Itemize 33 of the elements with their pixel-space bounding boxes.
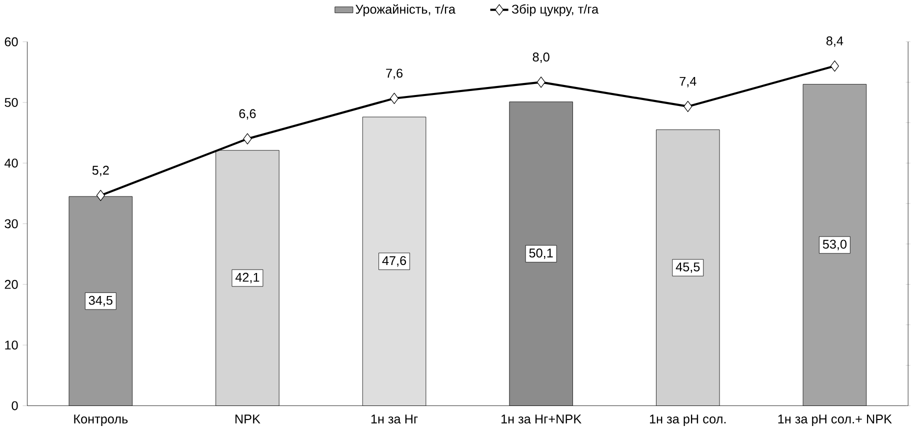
x-tick-label: NPK — [235, 414, 260, 424]
y-tick-label: 0 — [12, 401, 18, 410]
legend-label: Збір цукру, т/га — [512, 4, 599, 16]
data-label: 53,0 — [822, 240, 847, 250]
point — [390, 92, 399, 104]
data-label: 34,5 — [88, 296, 112, 306]
point — [684, 100, 692, 112]
x-tick-label: Контроль — [74, 414, 128, 426]
data-label: 8,4 — [826, 36, 844, 47]
data-label: 7,6 — [386, 68, 403, 80]
data-label: 47,6 — [382, 256, 406, 266]
x-tick-label: 1н за рН сол.+ NPK — [778, 414, 892, 426]
data-label: 42,1 — [235, 272, 260, 284]
y-tick-label: 30 — [4, 219, 18, 228]
point — [96, 190, 105, 201]
legend-label: Урожайність, т/га — [356, 4, 456, 16]
x-tick-label: 1н за Нг+NPK — [501, 414, 582, 424]
y-tick-label: 60 — [4, 37, 18, 46]
data-label: 8,0 — [532, 52, 550, 63]
data-label: 7,4 — [680, 76, 696, 88]
point — [536, 76, 546, 88]
data-label: 6,6 — [239, 109, 256, 120]
data-label: 5,2 — [92, 166, 109, 176]
y-tick-label: 20 — [4, 280, 18, 289]
point — [830, 60, 839, 72]
point — [243, 133, 252, 144]
y-tick-label: 40 — [4, 158, 18, 168]
y-tick-label: 50 — [4, 98, 18, 107]
y-tick-label: 10 — [5, 340, 18, 350]
x-tick-label: 1н за рН сол. — [650, 414, 726, 426]
x-tick-label: 1н за Нг — [371, 414, 418, 424]
data-label: 50,1 — [529, 248, 553, 259]
data-label: 45,5 — [676, 262, 700, 273]
